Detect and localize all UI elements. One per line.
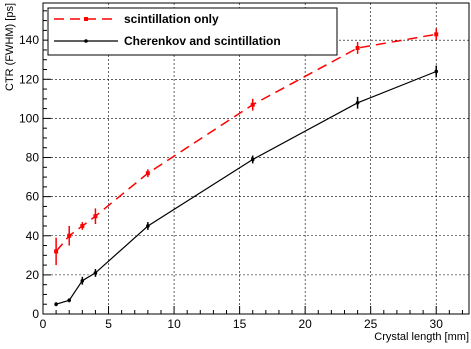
data-point-scintillation-only-5: [250, 102, 255, 107]
x-tick-label-25: 25: [364, 317, 378, 331]
data-point-cherenkov-and-scintillation-2: [80, 278, 85, 283]
x-tick-label-0: 0: [40, 317, 47, 331]
axis-ticks: [42, 10, 463, 315]
y-tick-label-140: 140: [19, 33, 39, 47]
y-tick-label-60: 60: [26, 190, 40, 204]
data-point-scintillation-only-4: [145, 171, 150, 176]
x-axis-title: Crystal length [mm]: [374, 331, 469, 343]
data-point-cherenkov-and-scintillation-5: [250, 157, 255, 162]
x-tick-labels: 0 5 10 15 20 25 30: [40, 317, 444, 331]
data-point-cherenkov-and-scintillation-7: [434, 69, 439, 74]
x-tick-label-15: 15: [233, 317, 247, 331]
x-tick-label-5: 5: [105, 317, 112, 331]
data-point-cherenkov-and-scintillation-6: [355, 100, 360, 105]
x-tick-label-30: 30: [430, 317, 444, 331]
y-tick-label-100: 100: [19, 111, 39, 125]
y-tick-label-80: 80: [26, 151, 40, 165]
legend: scintillation only Cherenkov and scintil…: [47, 7, 338, 56]
data-point-scintillation-only-7: [434, 32, 439, 37]
data-point-cherenkov-and-scintillation-4: [146, 224, 150, 228]
y-tick-labels: 0 20 40 60 80 100 120 140: [19, 33, 39, 321]
y-tick-label-120: 120: [19, 72, 39, 86]
data-point-cherenkov-and-scintillation-3: [93, 271, 98, 275]
legend-marker-scintillation-only: [84, 17, 88, 21]
x-tick-label-20: 20: [298, 317, 312, 331]
legend-label-cherenkov-and-scintillation: Cherenkov and scintillation: [124, 34, 281, 48]
data-point-cherenkov-and-scintillation-1: [67, 298, 72, 303]
y-tick-label-0: 0: [32, 307, 39, 321]
series-line-scintillation-only: [55, 33, 437, 252]
data-point-scintillation-only-0: [54, 249, 59, 254]
legend-marker-cherenkov-and-scintillation: [84, 39, 88, 43]
data-point-cherenkov-and-scintillation-0: [54, 302, 58, 307]
data-point-scintillation-only-6: [355, 45, 360, 50]
series-line-cherenkov-and-scintillation: [55, 70, 437, 305]
data-point-scintillation-only-2: [80, 223, 85, 228]
series-layer: [54, 28, 439, 307]
y-tick-label-20: 20: [26, 268, 40, 282]
data-point-scintillation-only-1: [67, 233, 72, 238]
legend-label-scintillation-only: scintillation only: [124, 12, 219, 26]
x-tick-label-10: 10: [167, 317, 181, 331]
y-axis-title: CTR (FWHM) [ps]: [4, 3, 16, 91]
legend-box: [47, 7, 338, 56]
y-tick-label-40: 40: [26, 229, 40, 243]
data-point-scintillation-only-3: [93, 214, 98, 219]
